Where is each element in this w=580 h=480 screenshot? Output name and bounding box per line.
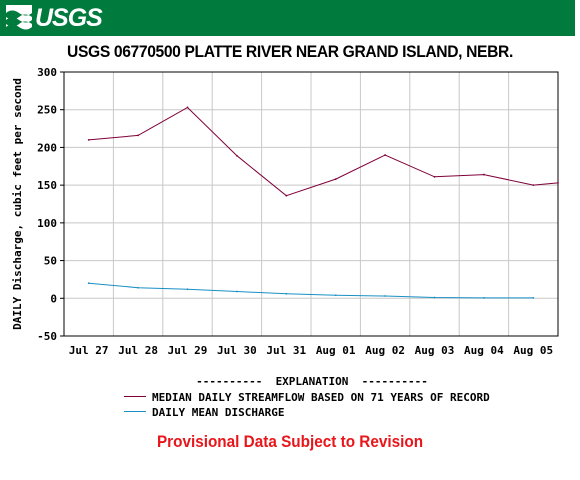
x-tick-label: Jul 29 (168, 344, 208, 357)
legend-label-2: DAILY MEAN DISCHARGE (152, 406, 284, 419)
usgs-wave-icon (6, 5, 32, 31)
series-2-point (186, 288, 189, 291)
series-2-point (334, 294, 337, 297)
series-2-point (87, 282, 90, 285)
discharge-chart: -50 0 50 100 150 200 250 300 Jul 27 Jul 28 Jul 29… (11, 66, 559, 419)
series-1-point (334, 178, 337, 181)
y-tick-label: 250 (37, 104, 57, 117)
series-1-point (87, 138, 90, 141)
series-1-point (236, 154, 238, 157)
legend-label-1: MEDIAN DAILY STREAMFLOW BASED ON 71 YEAR… (152, 391, 490, 404)
series-1-point (433, 175, 436, 178)
y-tick-label: 200 (37, 141, 57, 154)
series-line-1 (88, 106, 559, 197)
x-tick-label: Aug 03 (415, 344, 455, 357)
provisional-notice: Provisional Data Subject to Revision (156, 432, 424, 451)
usgs-logo[interactable]: USGS (6, 4, 103, 32)
series-1-point (557, 181, 559, 184)
x-tick-label: Aug 01 (316, 344, 356, 357)
series-2-point (532, 297, 535, 299)
y-tick-label: 300 (37, 66, 57, 79)
x-tick-label: Aug 02 (365, 344, 405, 357)
series-1-point (483, 173, 485, 176)
grid-layer (63, 71, 559, 337)
usgs-logo-text: USGS (35, 4, 103, 32)
y-tick-label: 0 (50, 292, 57, 305)
series-1-point (285, 194, 288, 197)
series-1-point (384, 154, 386, 156)
y-tick-label: -50 (37, 330, 57, 343)
x-tick-label: Jul 27 (69, 344, 109, 357)
series-1-point (186, 106, 189, 109)
series-layer (87, 106, 559, 299)
series-2-point (285, 292, 288, 295)
y-axis-label: DAILY Discharge, cubic feet per second (11, 78, 24, 330)
y-tick-label: 50 (44, 255, 57, 268)
legend-heading: ---------- EXPLANATION ---------- (196, 375, 428, 388)
y-tick-label: 100 (37, 217, 57, 230)
x-tick-label: Aug 05 (513, 344, 553, 357)
series-1-point (532, 184, 535, 187)
series-2-point (137, 286, 140, 289)
x-tick-label: Jul 28 (118, 344, 158, 357)
plot-frame (63, 71, 559, 337)
series-2-point (433, 296, 436, 299)
x-tick-label: Jul 31 (266, 344, 306, 357)
series-1-point (137, 134, 140, 137)
x-tick-label: Aug 04 (464, 344, 504, 357)
legend: MEDIAN DAILY STREAMFLOW BASED ON 71 YEAR… (124, 391, 490, 419)
x-tick-labels: Jul 27 Jul 28 Jul 29 Jul 30 Jul 31 Aug 01 Aug … (69, 344, 553, 357)
series-2-point (236, 290, 238, 293)
x-tick-label: Jul 30 (217, 344, 257, 357)
series-2-point (483, 297, 485, 299)
series-line-2 (88, 282, 534, 299)
series-2-point (384, 295, 386, 297)
usgs-header-bar: USGS (0, 0, 575, 36)
chart-title: USGS 06770500 PLATTE RIVER NEAR GRAND IS… (67, 42, 513, 61)
y-tick-label: 150 (37, 179, 57, 192)
y-tick-labels: -50 0 50 100 150 200 250 300 (37, 66, 64, 343)
